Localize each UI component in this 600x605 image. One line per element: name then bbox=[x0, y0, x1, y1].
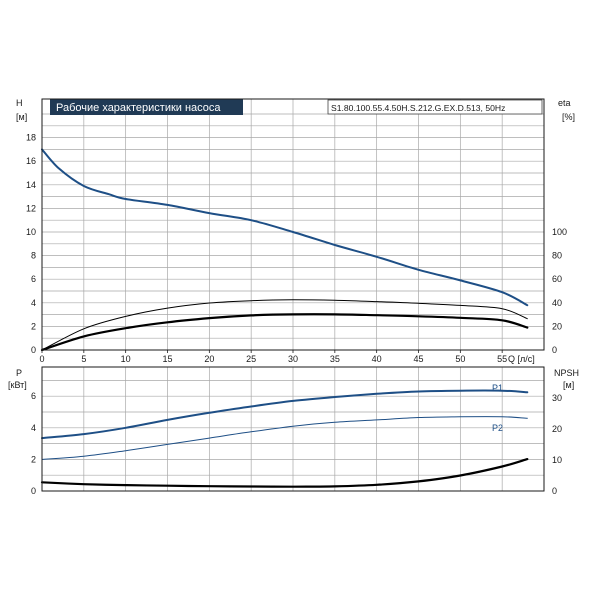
eta-tick-label: 100 bbox=[552, 227, 567, 237]
p-tick-label: 0 bbox=[31, 486, 36, 496]
h-axis-label: H bbox=[16, 98, 23, 108]
eta-tick-label: 0 bbox=[552, 345, 557, 355]
p-tick-label: 2 bbox=[31, 454, 36, 464]
x-tick-label: 50 bbox=[455, 354, 465, 364]
eta-axis-label: eta bbox=[558, 98, 571, 108]
top-chart-grid bbox=[42, 99, 544, 350]
h-tick-label: 18 bbox=[26, 133, 36, 143]
eta-axis-unit: [%] bbox=[562, 112, 575, 122]
model-box bbox=[327, 99, 543, 115]
npsh-tick-label: 20 bbox=[552, 424, 562, 434]
eta-tick-label: 40 bbox=[552, 298, 562, 308]
x-tick-label: 5 bbox=[81, 354, 86, 364]
p2-series-label: P2 bbox=[492, 423, 503, 433]
h-tick-label: 8 bbox=[31, 251, 36, 261]
h-curve bbox=[41, 148, 529, 307]
p2-curve bbox=[41, 416, 528, 460]
npsh-tick-label: 0 bbox=[552, 486, 557, 496]
x-tick-label: 55 bbox=[497, 354, 507, 364]
title-banner bbox=[50, 99, 243, 115]
top-chart-frame bbox=[41, 98, 545, 351]
h-tick-label: 16 bbox=[26, 156, 36, 166]
eta-tick-label: 80 bbox=[552, 251, 562, 261]
eta-curve-thin bbox=[41, 299, 528, 351]
eta-tick-label: 20 bbox=[552, 321, 562, 331]
p-tick-label: 6 bbox=[31, 391, 36, 401]
npsh-axis-label: NPSH bbox=[554, 368, 579, 378]
tick-labels: 0 5 10 15 20 25 30 35 40 45 50 55024681012141618020… bbox=[26, 133, 567, 496]
p1-series-label: P1 bbox=[492, 383, 503, 393]
npsh-tick-label: 30 bbox=[552, 393, 562, 403]
h-tick-label: 14 bbox=[26, 180, 36, 190]
chart-title: Рабочие характеристики насоса bbox=[56, 102, 221, 114]
h-tick-label: 0 bbox=[31, 345, 36, 355]
x-tick-label: 20 bbox=[204, 354, 214, 364]
x-tick-label: 0 bbox=[39, 354, 44, 364]
p-axis-label: P bbox=[16, 368, 22, 378]
h-tick-label: 10 bbox=[26, 227, 36, 237]
p1-curve bbox=[41, 389, 529, 440]
x-tick-label: 35 bbox=[330, 354, 340, 364]
x-tick-label: 25 bbox=[246, 354, 256, 364]
x-tick-label: 40 bbox=[372, 354, 382, 364]
h-tick-label: 12 bbox=[26, 203, 36, 213]
model-label: S1.80.100.55.4.50H.S.212.G.EX.D.513, 50H… bbox=[331, 103, 505, 113]
p-tick-label: 4 bbox=[31, 423, 36, 433]
h-tick-label: 6 bbox=[31, 274, 36, 284]
h-tick-label: 4 bbox=[31, 298, 36, 308]
npsh-axis-unit: [м] bbox=[563, 380, 574, 390]
x-tick-label: 45 bbox=[413, 354, 423, 364]
x-tick-label: 30 bbox=[288, 354, 298, 364]
eta-curve-thick bbox=[40, 313, 529, 352]
h-axis-unit: [м] bbox=[16, 112, 27, 122]
x-tick-label: 10 bbox=[121, 354, 131, 364]
p-axis-unit: [кВт] bbox=[8, 380, 27, 390]
q-axis-label: Q [л/с] bbox=[508, 354, 535, 364]
npsh-tick-label: 10 bbox=[552, 455, 562, 465]
bottom-chart-frame bbox=[41, 366, 545, 492]
eta-tick-label: 60 bbox=[552, 274, 562, 284]
h-tick-label: 2 bbox=[31, 321, 36, 331]
x-tick-label: 15 bbox=[162, 354, 172, 364]
curves bbox=[40, 148, 529, 488]
npsh-curve bbox=[40, 458, 529, 488]
